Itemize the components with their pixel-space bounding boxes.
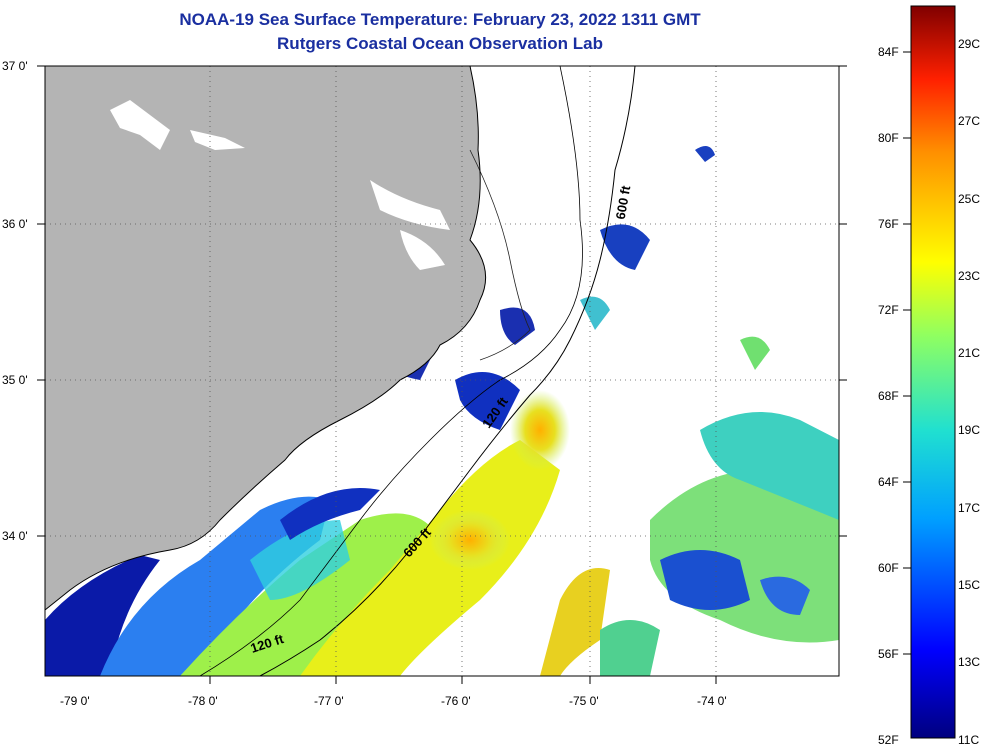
colorbar-f-76: 76F [878,217,899,231]
lat-lon-grid [45,66,839,676]
colorbar-c-29: 29C [958,37,981,51]
lon-label-79: -79 0' [60,694,90,708]
colorbar-f-56: 56F [878,647,899,661]
colorbar-f-72: 72F [878,303,899,317]
lon-label-78: -78 0' [188,694,218,708]
sst-data-layer [45,146,839,676]
colorbar-f-64: 64F [878,475,899,489]
colorbar-c-15: 15C [958,578,981,592]
colorbar-f-52: 52F [878,733,899,747]
colorbar-c-21: 21C [958,346,981,360]
land-mass [45,66,486,610]
colorbar-f-60: 60F [878,561,899,575]
lat-label-37: 37 0' [2,59,28,73]
contour-120ft [199,66,583,676]
colorbar-f-80: 80F [878,131,899,145]
lat-label-36: 36 0' [2,217,28,231]
map-subtitle: Rutgers Coastal Ocean Observation Lab [277,34,603,53]
contour-600ft [259,66,636,676]
colorbar-c-25: 25C [958,192,981,206]
colorbar-c-17: 17C [958,501,981,515]
colorbar-c-13: 13C [958,655,981,669]
lon-label-77: -77 0' [314,694,344,708]
lon-label-75: -75 0' [569,694,599,708]
colorbar-c-23: 23C [958,269,981,283]
map-title: NOAA-19 Sea Surface Temperature: Februar… [179,10,701,29]
lat-label-35: 35 0' [2,373,28,387]
colorbar-f-84: 84F [878,45,899,59]
colorbar-c-11: 11C [958,733,980,747]
lon-label-74: -74 0' [697,694,727,708]
colorbar [910,5,956,739]
colorbar-f-68: 68F [878,389,899,403]
colorbar-c-19: 19C [958,423,981,437]
colorbar-c-27: 27C [958,114,981,128]
lat-label-34: 34 0' [2,529,28,543]
lon-label-76: -76 0' [441,694,471,708]
